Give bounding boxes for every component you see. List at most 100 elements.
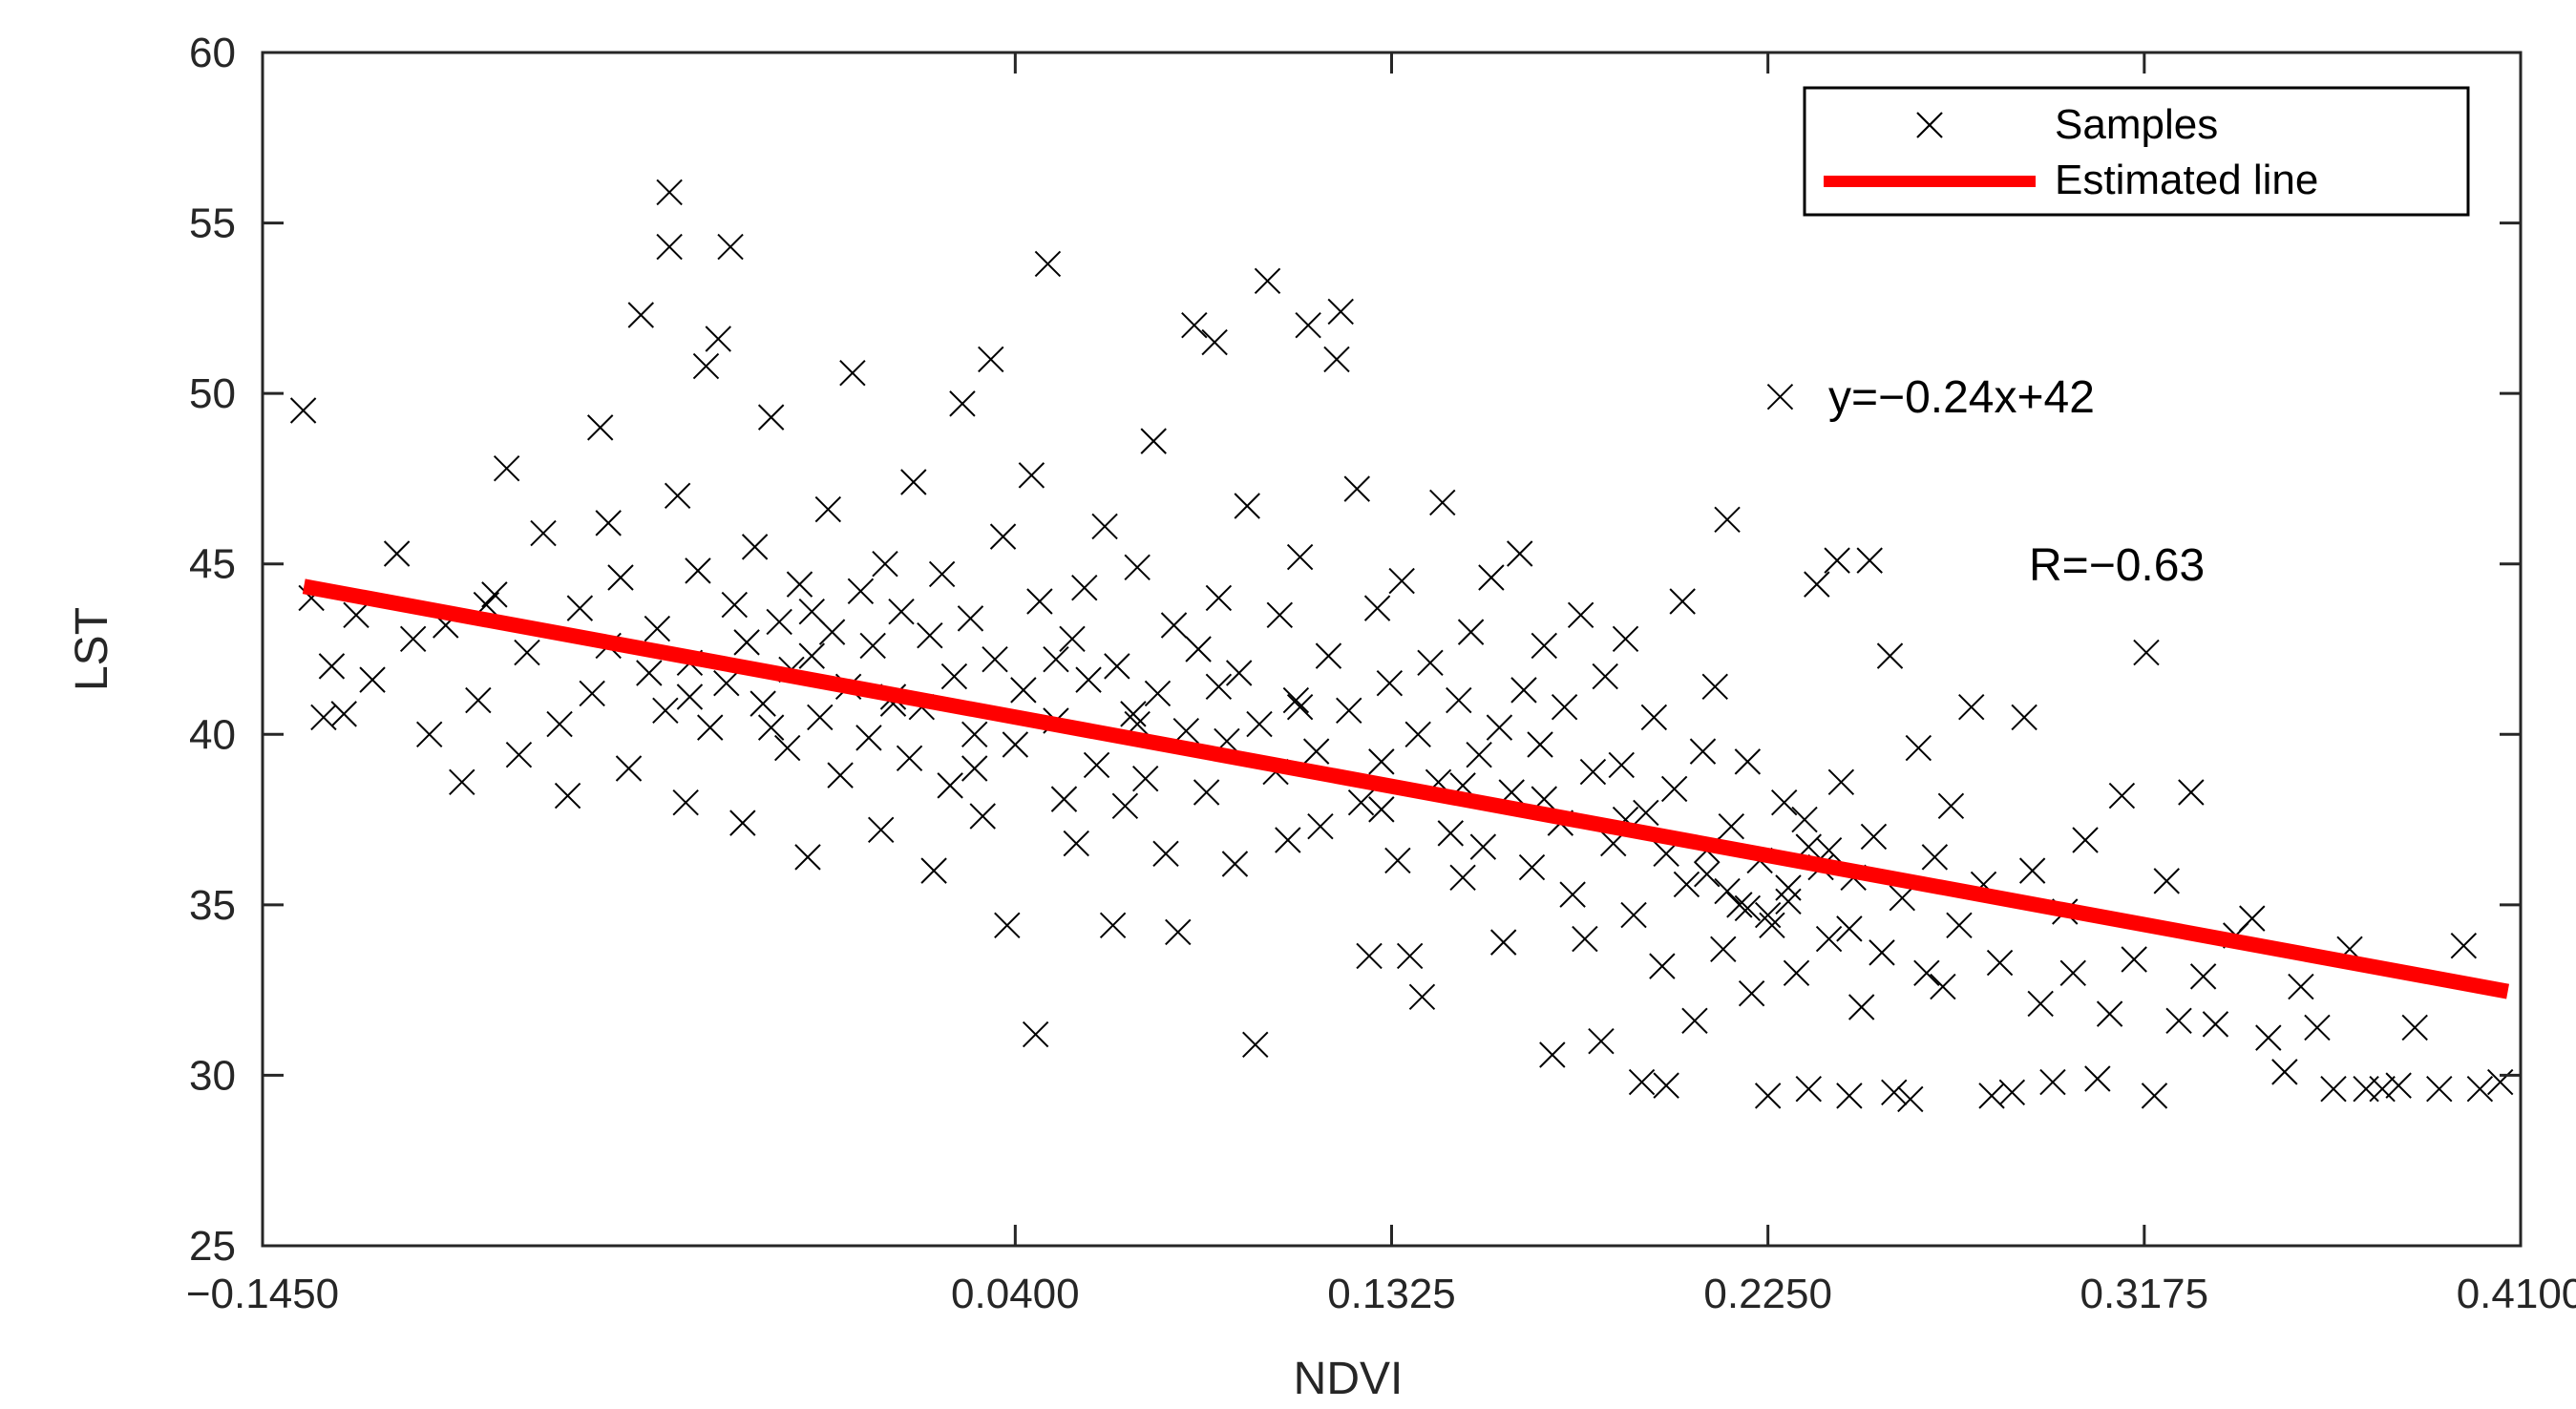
sample-point: [493, 455, 520, 482]
sample-point: [2133, 639, 2160, 666]
sample-point: [798, 599, 825, 625]
sample-point: [399, 625, 427, 652]
sample-point: [1486, 714, 1513, 741]
sample-point: [1111, 792, 1139, 819]
sample-point: [1368, 748, 1395, 775]
sample-point: [1022, 1020, 1049, 1048]
sample-point: [2288, 973, 2314, 1000]
sample-point: [2027, 990, 2054, 1018]
sample-point: [1649, 953, 1676, 979]
estimated-line: [302, 578, 2510, 999]
sample-point: [1510, 677, 1537, 704]
sample-point: [937, 772, 963, 799]
sample-point: [449, 768, 475, 795]
sample-point: [757, 714, 785, 741]
sample-point: [1356, 942, 1383, 970]
sample-point: [644, 615, 671, 642]
sample-point: [692, 352, 720, 380]
sample-point: [1124, 554, 1151, 580]
sample-point: [1628, 1068, 1656, 1096]
sample-point: [1437, 820, 1464, 847]
sample-point: [1152, 840, 1179, 867]
sample-point: [359, 666, 386, 693]
sample-point: [1449, 864, 1476, 891]
sample-point: [1958, 694, 1985, 721]
sample-point: [2189, 963, 2217, 990]
sample-point: [1827, 768, 1855, 795]
sample-point: [978, 346, 1004, 373]
sample-point: [1282, 686, 1310, 714]
sample-point: [1396, 942, 1424, 970]
sample-point: [1567, 601, 1594, 628]
sample-point: [961, 721, 988, 747]
sample-point: [896, 745, 923, 771]
sample-point: [2018, 857, 2046, 884]
sample-point: [685, 557, 711, 584]
sample-point: [1071, 575, 1098, 601]
sample-point: [827, 762, 854, 789]
sample-point: [1201, 328, 1228, 356]
y-tick-label: 55: [189, 200, 236, 247]
sample-point: [1653, 1072, 1679, 1099]
legend: Samples Estimated line: [1803, 86, 2470, 217]
sample-point: [546, 710, 573, 738]
x-tick-label: 0.0400: [951, 1271, 1080, 1317]
sample-point: [676, 683, 704, 710]
sample-point: [1913, 959, 1940, 986]
sample-point: [1791, 806, 1818, 833]
legend-samples-label: Samples: [2055, 101, 2218, 148]
sample-point: [847, 578, 875, 604]
sample-point: [868, 816, 895, 843]
sample-point: [2153, 868, 2180, 894]
sample-point: [1417, 649, 1444, 676]
sample-point: [928, 560, 956, 588]
sample-point: [1759, 912, 1785, 938]
sample-point: [1286, 694, 1314, 721]
sample-point: [1856, 547, 1883, 574]
sample-point: [1881, 1079, 1908, 1105]
sample-point: [2401, 1014, 2428, 1041]
sample-point: [1620, 901, 1647, 929]
sample-point: [1307, 813, 1334, 840]
sample-point: [2178, 779, 2205, 806]
sample-point: [961, 755, 988, 782]
sample-point: [1795, 1076, 1822, 1103]
fit-layer: [302, 578, 2510, 999]
sample-point: [2304, 1014, 2331, 1041]
sample-point: [1457, 619, 1485, 645]
sample-point: [1718, 813, 1745, 840]
sample-point: [1368, 796, 1395, 823]
sample-point: [1930, 973, 1956, 1000]
sample-point: [1242, 1031, 1269, 1058]
sample-point: [713, 670, 740, 697]
sample-point: [773, 734, 801, 762]
sample-point: [2426, 1076, 2453, 1103]
sample-point: [1075, 666, 1102, 693]
sample-point: [1518, 853, 1546, 881]
sample-point: [1775, 874, 1802, 901]
sample-point: [2141, 1083, 2168, 1109]
sample-point: [1559, 881, 1586, 908]
sample-point: [989, 523, 1017, 550]
sample-point: [872, 551, 898, 578]
sample-point: [888, 599, 915, 625]
sample-point: [318, 653, 346, 680]
sample-point: [1363, 595, 1391, 621]
sample-point: [2072, 827, 2099, 853]
sample-point: [2369, 1076, 2396, 1103]
sample-point: [2466, 1076, 2494, 1103]
sample-point: [505, 742, 533, 768]
sample-point: [1327, 298, 1354, 326]
sample-point: [383, 540, 411, 567]
sample-point: [1446, 686, 1472, 714]
sample-point: [1921, 844, 1949, 871]
sample-point: [1701, 673, 1728, 700]
correlation-coefficient: R=−0.63: [2029, 540, 2205, 591]
sample-point: [1527, 731, 1553, 758]
sample-point: [1050, 786, 1078, 812]
sample-point: [1254, 267, 1281, 294]
legend-samples-marker: [1916, 112, 1943, 138]
sample-point: [1131, 766, 1159, 792]
sample-point: [1681, 1007, 1708, 1034]
sample-point: [1063, 830, 1089, 857]
